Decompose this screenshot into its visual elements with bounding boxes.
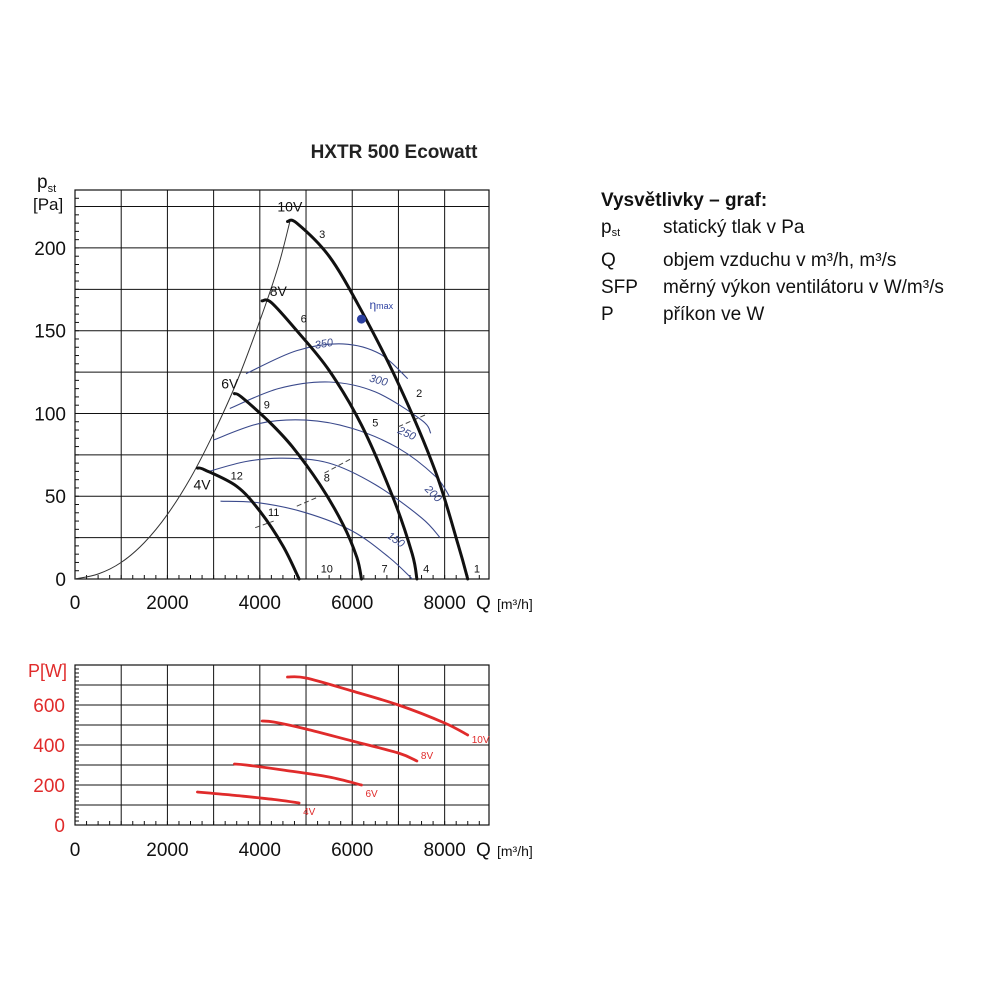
point-label: 4 — [423, 563, 429, 575]
power-curve-6V — [233, 762, 363, 787]
x-tick-label: 2000 — [146, 840, 188, 861]
fan-curve-4V — [195, 466, 301, 581]
legend-row-pst: pst statický tlak v Pa — [601, 214, 944, 247]
x-axis-label: Q — [476, 593, 491, 614]
y-axis-label-sub: st — [48, 183, 57, 195]
y-tick-label: 150 — [34, 322, 66, 343]
power-y-tick-label: 200 — [33, 776, 65, 797]
legend: Vysvětlivky – graf: pst statický tlak v … — [601, 190, 944, 328]
x-tick-label: 4000 — [239, 593, 281, 614]
y-axis-unit: [Pa] — [33, 195, 63, 214]
fan-curve-10V — [286, 218, 470, 581]
eta-max-label: ηmax — [369, 298, 393, 312]
point-label: 3 — [319, 229, 325, 241]
point-label: 6 — [301, 313, 307, 325]
legend-row-p: P příkon ve W — [601, 301, 944, 328]
point-label: 1 — [474, 563, 480, 575]
point-label: 7 — [382, 563, 388, 575]
point-label: 12 — [231, 471, 243, 483]
dashed-marker — [324, 457, 353, 474]
x-tick-label: 0 — [70, 593, 81, 614]
x-tick-label: 4000 — [239, 840, 281, 861]
plot-frame — [74, 189, 490, 580]
x-axis-unit: [m³/h] — [497, 596, 533, 612]
point-label: 9 — [264, 400, 270, 412]
system-curve — [74, 221, 291, 580]
legend-text-sfp: měrný výkon ventilátoru v W/m³/s — [663, 277, 944, 298]
y-axis-label: pst — [37, 172, 56, 195]
fan-curve-6V — [232, 392, 363, 581]
legend-row-sfp: SFP měrný výkon ventilátoru v W/m³/s — [601, 274, 944, 301]
legend-text-pst: statický tlak v Pa — [663, 217, 805, 238]
power-curve-label: 4V — [303, 807, 316, 818]
point-label: 8 — [324, 472, 330, 484]
x-tick-label: 6000 — [331, 593, 373, 614]
power-y-axis-label: P[W] — [28, 661, 67, 681]
sfp-curve-150 — [220, 500, 413, 580]
sfp-label: 150 — [385, 530, 408, 551]
power-curve-label: 10V — [472, 735, 490, 746]
fan-curve-label: 10V — [277, 199, 303, 215]
power-y-tick-label: 400 — [33, 736, 65, 757]
sfp-curve-300 — [229, 381, 432, 434]
legend-title: Vysvětlivky – graf: — [601, 190, 768, 211]
legend-text-q: objem vzduchu v m³/h, m³/s — [663, 250, 897, 271]
sfp-curve-200 — [208, 457, 441, 538]
point-label: 2 — [416, 388, 422, 400]
fan-curve-label: 8V — [270, 283, 288, 299]
x-tick-label: 8000 — [424, 840, 466, 861]
sfp-curve-250 — [213, 419, 450, 497]
x-tick-label: 6000 — [331, 840, 373, 861]
y-tick-label: 0 — [55, 570, 66, 591]
legend-symbol-p: P — [601, 304, 614, 325]
legend-symbol-pst: pst — [601, 217, 621, 239]
fan-curve-label: 4V — [194, 477, 212, 493]
dashed-marker — [296, 495, 321, 507]
fan-curve-label: 6V — [221, 376, 239, 392]
power-y-tick-label: 600 — [33, 696, 65, 717]
eta-max-point — [356, 314, 366, 324]
fan-curve-8V — [260, 298, 419, 581]
chart-title: HXTR 500 Ecowatt — [311, 142, 478, 163]
power-curve-10V — [286, 675, 470, 737]
power-curve-4V — [196, 790, 301, 805]
x-tick-label: 8000 — [424, 593, 466, 614]
y-tick-label: 100 — [34, 404, 66, 425]
sfp-curve-350 — [245, 343, 409, 380]
power-curve-label: 6V — [365, 789, 378, 800]
dashed-marker — [255, 520, 274, 529]
x-axis-unit: [m³/h] — [497, 843, 533, 859]
point-label: 11 — [268, 507, 279, 519]
x-tick-label: 0 — [70, 840, 81, 861]
legend-text-p: příkon ve W — [663, 304, 765, 325]
legend-symbol-q: Q — [601, 250, 616, 271]
x-axis-label: Q — [476, 840, 491, 861]
legend-row-q: Q objem vzduchu v m³/h, m³/s — [601, 247, 944, 274]
power-curve-8V — [260, 719, 419, 763]
power-y-tick-label: 0 — [54, 816, 65, 837]
y-tick-label: 50 — [45, 487, 66, 508]
point-label: 10 — [321, 563, 333, 575]
sfp-label: 350 — [314, 337, 335, 352]
sfp-label: 300 — [368, 373, 390, 390]
y-tick-label: 200 — [34, 239, 66, 260]
legend-symbol-sfp: SFP — [601, 277, 638, 298]
x-tick-label: 2000 — [146, 593, 188, 614]
point-label: 5 — [372, 418, 378, 430]
eta-max-label-sub: max — [376, 301, 394, 311]
power-curve-label: 8V — [421, 751, 434, 762]
